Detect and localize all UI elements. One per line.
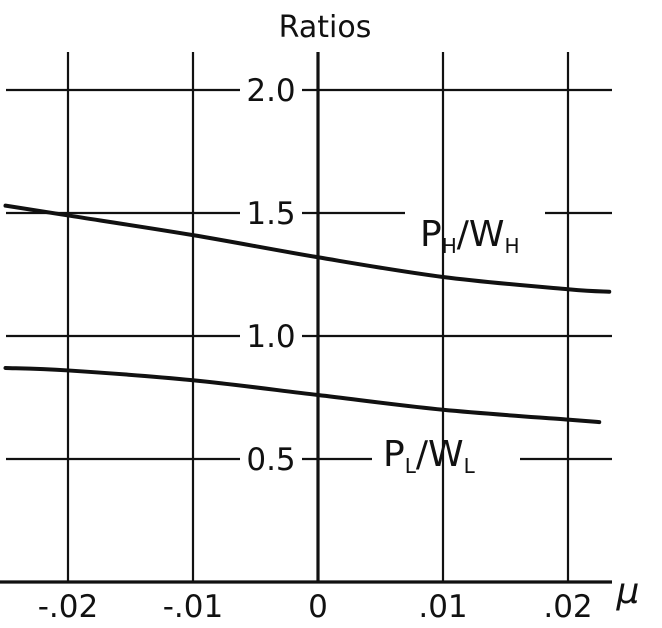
x-axis-title: μ — [616, 571, 640, 612]
grid-lines — [6, 52, 612, 582]
y-tick-label-2: 1.5 — [246, 196, 295, 232]
series-line-0 — [3, 203, 612, 294]
series-line-1 — [3, 365, 602, 425]
y-tick-label-0: 0.5 — [246, 442, 295, 478]
y-tick-label-3: 2.0 — [246, 73, 295, 109]
tick-labels: 0.5 1.0 1.5 2.0 -.02 -.01 0 .01 .02 PH/WH PL/WL — [38, 73, 593, 625]
y-tick-label-1: 1.0 — [246, 319, 295, 355]
x-tick-label-2: 0 — [308, 589, 328, 625]
series-label-1: PL/WL — [383, 434, 476, 478]
series-label-0: PH/WH — [420, 214, 520, 258]
axes — [0, 52, 612, 584]
y-axis-title: Ratios — [279, 10, 372, 45]
data-series — [3, 203, 612, 425]
x-tick-label-1: -.01 — [163, 589, 224, 625]
x-tick-label-0: -.02 — [38, 589, 99, 625]
x-tick-label-4: .02 — [543, 589, 592, 625]
x-tick-label-3: .01 — [418, 589, 467, 625]
